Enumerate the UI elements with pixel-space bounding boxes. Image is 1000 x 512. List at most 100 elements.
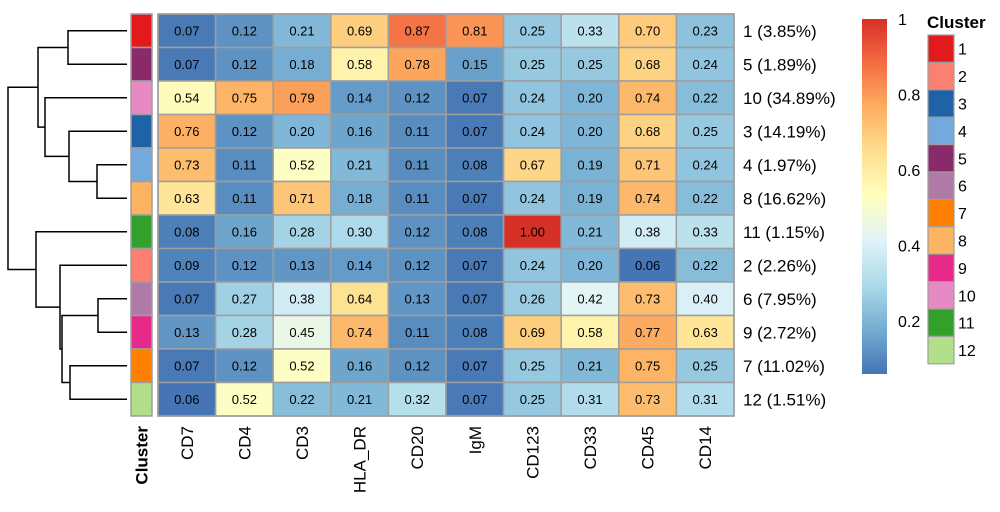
cell-value-label: 0.52 xyxy=(289,358,314,373)
heatmap-cell xyxy=(330,46,390,82)
heatmap-cell xyxy=(560,247,620,283)
heatmap-cell xyxy=(157,113,217,149)
heatmap-cell xyxy=(560,314,620,350)
annotation-title: Cluster xyxy=(133,426,152,485)
column-label: CD33 xyxy=(581,426,600,469)
heatmap-cell xyxy=(618,247,678,283)
cell-value-label: 0.63 xyxy=(693,325,718,340)
heatmap-cell xyxy=(445,46,505,82)
cell-value-label: 0.76 xyxy=(174,124,199,139)
heatmap-cell xyxy=(618,281,678,317)
heatmap-cell xyxy=(618,147,678,183)
cell-value-label: 0.25 xyxy=(577,57,602,72)
cell-value-label: 0.52 xyxy=(232,392,257,407)
cell-value-label: 0.71 xyxy=(635,157,660,172)
cell-value-label: 0.33 xyxy=(693,224,718,239)
heatmap-cell xyxy=(618,80,678,116)
row-label: 10 (34.89%) xyxy=(743,89,836,108)
cell-value-label: 0.06 xyxy=(635,258,660,273)
legend-label: 3 xyxy=(958,97,967,114)
dendrogram-link xyxy=(96,164,127,199)
cell-value-label: 0.19 xyxy=(577,191,602,206)
heatmap-cell xyxy=(502,314,562,350)
cell-value-label: 0.77 xyxy=(635,325,660,340)
cell-value-label: 0.45 xyxy=(289,325,314,340)
cluster-annotation-cell xyxy=(130,46,153,82)
cell-value-label: 0.11 xyxy=(232,157,256,172)
dendrogram-link xyxy=(37,46,68,128)
cell-value-label: 0.14 xyxy=(347,90,372,105)
cell-value-label: 0.22 xyxy=(289,392,314,407)
cell-value-label: 0.13 xyxy=(289,258,314,273)
column-label: CD123 xyxy=(523,426,542,479)
cell-value-label: 0.74 xyxy=(635,191,660,206)
heatmap-cell xyxy=(675,13,735,49)
heatmap-cell xyxy=(157,314,217,350)
heatmap-cell xyxy=(445,13,505,49)
cell-value-label: 0.71 xyxy=(289,191,314,206)
cluster-annotation-cell xyxy=(130,113,153,149)
column-label: CD20 xyxy=(408,426,427,469)
cell-value-label: 0.24 xyxy=(520,124,545,139)
color-scale-tick-label: 0.8 xyxy=(898,88,920,105)
heatmap-cell xyxy=(560,214,620,250)
heatmap-cell xyxy=(330,180,390,216)
cell-value-label: 0.28 xyxy=(289,224,314,239)
row-label: 4 (1.97%) xyxy=(743,156,817,175)
cell-value-label: 0.52 xyxy=(289,157,314,172)
cell-value-label: 0.21 xyxy=(289,23,314,38)
color-scale-tick-label: 0.6 xyxy=(898,163,920,180)
legend-label: 9 xyxy=(958,261,967,278)
row-label: 8 (16.62%) xyxy=(743,189,826,208)
heatmap-cell xyxy=(445,147,505,183)
legend-swatch xyxy=(927,335,955,365)
cell-value-label: 0.25 xyxy=(693,358,718,373)
cell-value-label: 0.31 xyxy=(693,392,718,407)
heatmap-cell xyxy=(157,180,217,216)
cluster-annotation-cell xyxy=(130,214,153,250)
cell-value-label: 0.54 xyxy=(174,90,199,105)
column-label: IgM xyxy=(466,426,485,454)
cell-value-label: 0.75 xyxy=(232,90,257,105)
cell-value-label: 0.06 xyxy=(174,392,199,407)
legend-label: 2 xyxy=(958,69,967,86)
legend-label: 10 xyxy=(958,288,976,305)
cell-value-label: 0.24 xyxy=(520,191,545,206)
cell-value-label: 0.12 xyxy=(232,358,257,373)
cell-value-label: 0.26 xyxy=(520,291,545,306)
cell-value-label: 0.07 xyxy=(462,392,487,407)
cluster-annotation-cell xyxy=(130,80,153,116)
legend-label: 6 xyxy=(958,179,967,196)
cluster-annotation-cell xyxy=(130,381,153,417)
cell-value-label: 0.24 xyxy=(693,57,718,72)
cell-value-label: 0.87 xyxy=(405,23,430,38)
cell-value-label: 0.12 xyxy=(405,90,430,105)
heatmap-cell xyxy=(272,180,332,216)
cluster-annotation-column: Cluster xyxy=(130,13,153,485)
legend-swatch xyxy=(927,226,955,255)
cell-value-label: 0.24 xyxy=(693,157,718,172)
heatmap-cell xyxy=(445,247,505,283)
legend-label: 5 xyxy=(958,151,967,168)
legend-label: 11 xyxy=(958,316,975,333)
cell-value-label: 0.40 xyxy=(693,291,718,306)
legend-swatch xyxy=(927,116,955,146)
heatmap-cell xyxy=(502,214,562,250)
heatmap-cell xyxy=(445,214,505,250)
cell-value-label: 0.07 xyxy=(462,90,487,105)
cell-value-label: 0.69 xyxy=(347,23,372,38)
heatmap-cell xyxy=(387,314,447,350)
cell-value-label: 0.08 xyxy=(462,325,487,340)
column-label: CD7 xyxy=(178,426,197,460)
color-scale-bar: 0.2 0.4 0.6 0.8 1 xyxy=(862,12,920,374)
heatmap-cell xyxy=(387,247,447,283)
heatmap-cell xyxy=(675,46,735,82)
dendrogram-link xyxy=(61,314,98,384)
cell-value-label: 0.38 xyxy=(289,291,314,306)
heatmap-cell xyxy=(445,381,505,417)
color-scale-tick-label: 0.4 xyxy=(898,239,920,256)
cell-value-label: 0.79 xyxy=(289,90,314,105)
cell-value-label: 0.63 xyxy=(174,191,199,206)
row-label: 6 (7.95%) xyxy=(743,290,817,309)
